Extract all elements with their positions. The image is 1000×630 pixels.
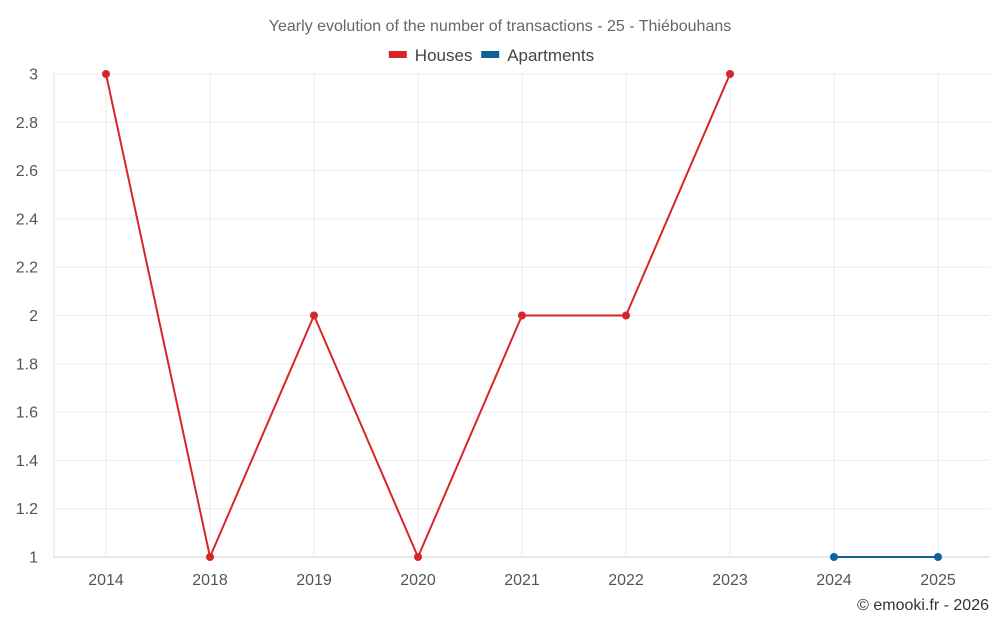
y-tick-label: 1.4 (16, 453, 38, 470)
credit-text: © emooki.fr - 2026 (857, 597, 989, 614)
y-tick-label: 1.2 (16, 501, 38, 518)
y-tick-label: 3 (29, 67, 38, 84)
y-tick-label: 2.6 (16, 163, 38, 180)
legend-label: Houses (415, 46, 473, 65)
x-tick-label: 2020 (400, 572, 436, 589)
legend-swatch (388, 51, 407, 58)
data-point-houses[interactable] (310, 311, 318, 320)
y-tick-label: 1 (29, 550, 38, 567)
x-tick-label: 2025 (920, 572, 956, 589)
data-point-houses[interactable] (102, 70, 110, 78)
x-tick-label: 2024 (816, 572, 852, 589)
x-tick-label: 2021 (504, 572, 540, 589)
legend-item-houses[interactable]: Houses (388, 46, 473, 65)
x-tick-label: 2019 (296, 572, 332, 589)
data-point-houses[interactable] (206, 553, 214, 561)
y-tick-label: 2.4 (16, 211, 38, 228)
legend-label: Apartments (507, 46, 594, 65)
legend-item-apartments[interactable]: Apartments (481, 46, 594, 65)
chart-title: Yearly evolution of the number of transa… (269, 18, 732, 35)
legend: Houses Apartments (388, 46, 594, 65)
y-tick-label: 2.8 (16, 115, 38, 132)
y-tick-label: 1.6 (16, 405, 38, 422)
x-tick-label: 2018 (192, 572, 228, 589)
y-tick-label: 2 (29, 308, 38, 325)
series (102, 70, 942, 561)
legend-swatch (481, 51, 500, 58)
data-point-apartments[interactable] (934, 553, 942, 561)
data-point-houses[interactable] (414, 553, 422, 561)
data-point-houses[interactable] (726, 70, 734, 78)
x-tick-label: 2022 (608, 572, 644, 589)
x-tick-label: 2014 (88, 572, 124, 589)
data-point-houses[interactable] (518, 311, 526, 320)
x-tick-label: 2023 (712, 572, 748, 589)
y-tick-label: 2.2 (16, 260, 38, 277)
data-point-houses[interactable] (622, 311, 630, 320)
data-point-apartments[interactable] (830, 553, 838, 561)
y-tick-label: 1.8 (16, 356, 38, 373)
axes: 1 1.2 1.4 1.6 1.8 2 2.2 2.4 2.6 2.8 3 2014 2018 2019 2… (16, 67, 990, 589)
